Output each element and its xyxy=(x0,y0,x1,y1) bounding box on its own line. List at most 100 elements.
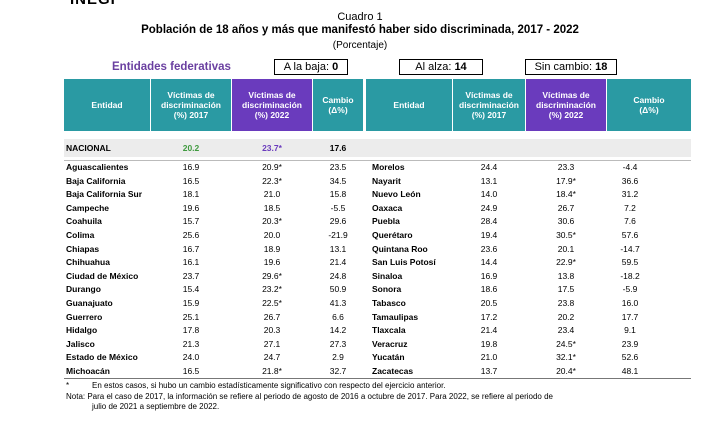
table-cell-name: Sonora xyxy=(372,284,402,295)
table-cell-v2022: 21.0 xyxy=(263,189,281,200)
nacional-name: NACIONAL xyxy=(66,143,111,153)
table-cell-v2017: 18.1 xyxy=(182,189,200,200)
table-cell-cambio: 52.6 xyxy=(621,352,639,363)
table-cell-cambio: 27.3 xyxy=(329,338,347,349)
table-cell-v2017: 17.8 xyxy=(182,325,200,336)
table-cell-cambio: 17.7 xyxy=(621,311,639,322)
table-cell-name: Coahuila xyxy=(66,216,102,227)
table-cell-cambio: 31.2 xyxy=(621,189,639,200)
table-cell-name: Michoacán xyxy=(66,366,110,376)
table-cell-v2022: 32.1* xyxy=(556,352,576,363)
baja-summary-box: A la baja: 0 xyxy=(274,59,348,75)
table-cell-name: Guanajuato xyxy=(66,298,113,308)
table-cell-cambio: 14.2 xyxy=(329,325,347,336)
header-entidad-left: Entidad xyxy=(64,79,150,131)
table-cell-cambio: 29.6 xyxy=(329,216,347,227)
table-cell-v2022: 29.6* xyxy=(262,270,282,281)
table-cell-v2017: 16.5 xyxy=(182,366,200,376)
table-cell-v2017: 25.6 xyxy=(182,230,200,240)
table-divider xyxy=(64,160,691,161)
table-cell-v2017: 21.0 xyxy=(480,352,498,363)
table-cell-cambio: 59.5 xyxy=(621,257,639,268)
table-cell-cambio: 24.8 xyxy=(329,270,347,281)
table-cell-name: Quintana Roo xyxy=(372,243,428,254)
table-cell-name: Tamaulipas xyxy=(372,311,419,322)
table-cell-name: Zacatecas xyxy=(372,366,414,376)
table-cell-v2017: 19.4 xyxy=(480,230,498,240)
table-cell-v2017: 15.4 xyxy=(182,284,200,295)
table-cell-v2017: 21.4 xyxy=(480,325,498,336)
table-cell-name: Puebla xyxy=(372,216,400,227)
table-cell-name: Estado de México xyxy=(66,352,138,363)
table-cell-v2022: 20.3 xyxy=(263,325,281,336)
table-cell-v2022: 27.1 xyxy=(263,338,281,349)
table-cell-name: Ciudad de México xyxy=(66,270,139,281)
sin-cambio-label: Sin cambio: xyxy=(534,61,593,73)
table-cell-name: Oaxaca xyxy=(372,202,403,213)
table-cell-v2017: 15.7 xyxy=(182,216,200,227)
table-cell-v2022: 24.5* xyxy=(556,338,576,349)
table-cell-v2017: 14.4 xyxy=(480,257,498,268)
header-2022-right: Víctimas de discriminación (%) 2022 xyxy=(526,79,606,131)
table-cell-v2017: 21.3 xyxy=(182,338,200,349)
table-cell-v2017: 24.4 xyxy=(480,162,498,172)
table-cell-v2017: 19.6 xyxy=(182,202,200,213)
alza-label: Al alza: xyxy=(415,61,452,73)
table-cell-cambio: 50.9 xyxy=(329,284,347,295)
table-cell-name: Yucatán xyxy=(372,352,405,363)
header-cambio-left: Cambio (Δ%) xyxy=(313,79,363,131)
table-cell-v2017: 16.5 xyxy=(182,175,200,186)
table-cell-name: Tlaxcala xyxy=(372,325,406,336)
table-cell-v2022: 20.4* xyxy=(556,366,576,376)
table-cell-v2017: 20.5 xyxy=(480,298,498,308)
table-cell-cambio: 34.5 xyxy=(329,175,347,186)
table-cell-v2022: 30.6 xyxy=(557,216,575,227)
table-cell-cambio: 7.2 xyxy=(624,202,636,213)
table-cell-name: Baja California Sur xyxy=(66,189,143,200)
table-cell-cambio: 57.6 xyxy=(621,230,639,240)
table-cell-v2022: 19.6 xyxy=(263,257,281,268)
table-cell-name: San Luis Potosí xyxy=(372,257,436,268)
table-cell-name: Morelos xyxy=(372,162,405,172)
table-cell-v2022: 22.9* xyxy=(556,257,576,268)
table-cell-v2022: 17.9* xyxy=(556,175,576,186)
table-cell-v2017: 16.9 xyxy=(480,270,498,281)
table-cell-v2017: 19.8 xyxy=(480,338,498,349)
table-cell-v2017: 23.7 xyxy=(182,270,200,281)
table-cell-name: Baja California xyxy=(66,175,126,186)
header-cambio-right: Cambio (Δ%) xyxy=(607,79,691,131)
table-cell-cambio: 36.6 xyxy=(621,175,639,186)
table-cell-v2017: 16.9 xyxy=(182,162,200,172)
alza-summary-box: Al alza: 14 xyxy=(399,59,483,75)
table-cell-cambio: 23.5 xyxy=(329,162,347,172)
table-cell-v2022: 20.3* xyxy=(262,216,282,227)
table-cell-name: Querétaro xyxy=(372,230,413,240)
table-cell-cambio: -4.4 xyxy=(622,162,638,172)
table-cell-v2022: 18.9 xyxy=(263,243,281,254)
sin-cambio-summary-box: Sin cambio: 18 xyxy=(525,59,617,75)
header-entidad-right: Entidad xyxy=(366,79,452,131)
table-cell-cambio: -14.7 xyxy=(620,243,640,254)
table-cell-cambio: 15.8 xyxy=(329,189,347,200)
table-cell-v2017: 23.6 xyxy=(480,243,498,254)
table-cell-cambio: 2.9 xyxy=(332,352,344,363)
table-cell-v2017: 18.6 xyxy=(480,284,498,295)
table-cell-v2017: 16.7 xyxy=(182,243,200,254)
sin-cambio-value: 18 xyxy=(595,61,608,73)
table-cell-v2022: 20.0 xyxy=(263,230,281,240)
asterisk-note: En estos casos, si hubo un cambio estadí… xyxy=(92,381,446,390)
table-cell-v2017: 13.1 xyxy=(480,175,498,186)
table-cell-name: Hidalgo xyxy=(66,325,98,336)
table-cell-cambio: 9.1 xyxy=(624,325,636,336)
entidades-label: Entidades federativas xyxy=(112,61,231,73)
table-cell-cambio: 41.3 xyxy=(329,298,347,308)
table-cell-name: Nuevo León xyxy=(372,189,421,200)
table-cell-v2017: 15.9 xyxy=(182,298,200,308)
asterisk-mark: * xyxy=(66,381,70,390)
table-cell-v2022: 26.7 xyxy=(263,311,281,322)
nota-line-2: julio de 2021 a septiembre de 2022. xyxy=(92,402,220,411)
table-cell-cambio: 16.0 xyxy=(621,298,639,308)
table-cell-v2017: 24.0 xyxy=(182,352,200,363)
table-cell-v2022: 22.3* xyxy=(262,175,282,186)
table-cell-name: Veracruz xyxy=(372,338,408,349)
